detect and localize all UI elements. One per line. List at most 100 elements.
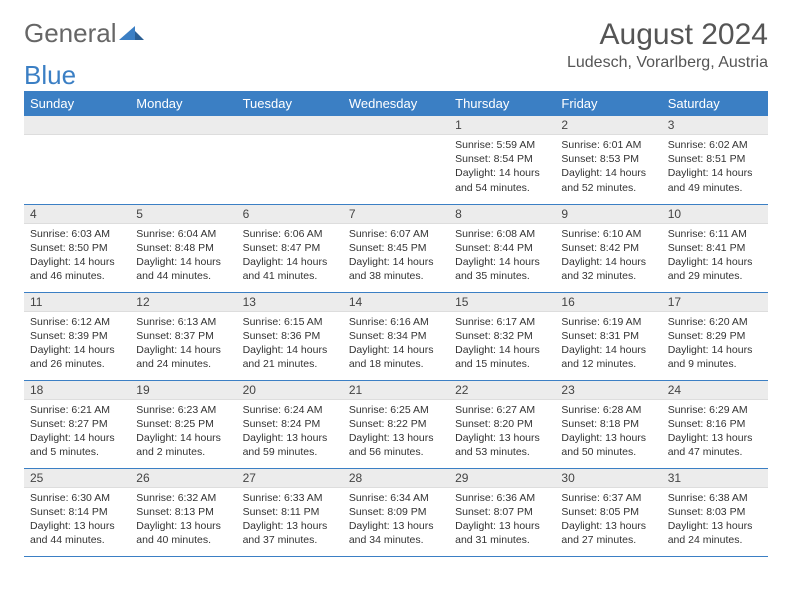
calendar-cell: 21Sunrise: 6:25 AMSunset: 8:22 PMDayligh… <box>343 380 449 468</box>
cell-body: Sunrise: 6:07 AMSunset: 8:45 PMDaylight:… <box>343 224 449 288</box>
cell-body: Sunrise: 6:03 AMSunset: 8:50 PMDaylight:… <box>24 224 130 288</box>
calendar-cell: 6Sunrise: 6:06 AMSunset: 8:47 PMDaylight… <box>237 204 343 292</box>
cell-body: Sunrise: 6:38 AMSunset: 8:03 PMDaylight:… <box>662 488 768 552</box>
title-block: August 2024 Ludesch, Vorarlberg, Austria <box>567 18 768 72</box>
calendar-cell: 3Sunrise: 6:02 AMSunset: 8:51 PMDaylight… <box>662 116 768 204</box>
day-header: Monday <box>130 91 236 116</box>
location: Ludesch, Vorarlberg, Austria <box>567 54 768 72</box>
cell-body: Sunrise: 6:36 AMSunset: 8:07 PMDaylight:… <box>449 488 555 552</box>
day-number: 1 <box>449 116 555 135</box>
calendar-cell: 16Sunrise: 6:19 AMSunset: 8:31 PMDayligh… <box>555 292 661 380</box>
calendar-cell: 5Sunrise: 6:04 AMSunset: 8:48 PMDaylight… <box>130 204 236 292</box>
calendar-cell: 25Sunrise: 6:30 AMSunset: 8:14 PMDayligh… <box>24 468 130 556</box>
calendar-cell: 29Sunrise: 6:36 AMSunset: 8:07 PMDayligh… <box>449 468 555 556</box>
cell-body: Sunrise: 6:11 AMSunset: 8:41 PMDaylight:… <box>662 224 768 288</box>
logo: General <box>24 18 145 49</box>
cell-body: Sunrise: 6:27 AMSunset: 8:20 PMDaylight:… <box>449 400 555 464</box>
day-number: 30 <box>555 469 661 488</box>
cell-body: Sunrise: 6:25 AMSunset: 8:22 PMDaylight:… <box>343 400 449 464</box>
day-number: 23 <box>555 381 661 400</box>
cell-body: Sunrise: 6:01 AMSunset: 8:53 PMDaylight:… <box>555 135 661 199</box>
cell-body: Sunrise: 6:33 AMSunset: 8:11 PMDaylight:… <box>237 488 343 552</box>
calendar-cell <box>343 116 449 204</box>
day-number <box>343 116 449 135</box>
calendar-cell: 2Sunrise: 6:01 AMSunset: 8:53 PMDaylight… <box>555 116 661 204</box>
cell-body: Sunrise: 6:21 AMSunset: 8:27 PMDaylight:… <box>24 400 130 464</box>
cell-body: Sunrise: 6:28 AMSunset: 8:18 PMDaylight:… <box>555 400 661 464</box>
calendar-cell: 10Sunrise: 6:11 AMSunset: 8:41 PMDayligh… <box>662 204 768 292</box>
day-number: 16 <box>555 293 661 312</box>
day-number: 19 <box>130 381 236 400</box>
calendar-cell: 22Sunrise: 6:27 AMSunset: 8:20 PMDayligh… <box>449 380 555 468</box>
cell-body: Sunrise: 6:16 AMSunset: 8:34 PMDaylight:… <box>343 312 449 376</box>
calendar-cell: 28Sunrise: 6:34 AMSunset: 8:09 PMDayligh… <box>343 468 449 556</box>
day-number: 29 <box>449 469 555 488</box>
day-header: Thursday <box>449 91 555 116</box>
calendar-week-row: 18Sunrise: 6:21 AMSunset: 8:27 PMDayligh… <box>24 380 768 468</box>
calendar-cell: 14Sunrise: 6:16 AMSunset: 8:34 PMDayligh… <box>343 292 449 380</box>
day-number <box>24 116 130 135</box>
cell-body: Sunrise: 6:08 AMSunset: 8:44 PMDaylight:… <box>449 224 555 288</box>
day-number: 10 <box>662 205 768 224</box>
calendar-cell: 23Sunrise: 6:28 AMSunset: 8:18 PMDayligh… <box>555 380 661 468</box>
day-number: 9 <box>555 205 661 224</box>
calendar-cell: 13Sunrise: 6:15 AMSunset: 8:36 PMDayligh… <box>237 292 343 380</box>
day-number: 20 <box>237 381 343 400</box>
calendar-cell <box>237 116 343 204</box>
logo-word1: General <box>24 18 117 49</box>
calendar-cell: 9Sunrise: 6:10 AMSunset: 8:42 PMDaylight… <box>555 204 661 292</box>
day-number: 17 <box>662 293 768 312</box>
cell-body: Sunrise: 6:06 AMSunset: 8:47 PMDaylight:… <box>237 224 343 288</box>
day-number: 14 <box>343 293 449 312</box>
cell-body: Sunrise: 6:30 AMSunset: 8:14 PMDaylight:… <box>24 488 130 552</box>
day-number: 8 <box>449 205 555 224</box>
day-number: 5 <box>130 205 236 224</box>
cell-body: Sunrise: 6:13 AMSunset: 8:37 PMDaylight:… <box>130 312 236 376</box>
month-title: August 2024 <box>567 18 768 52</box>
day-number: 25 <box>24 469 130 488</box>
calendar-cell: 4Sunrise: 6:03 AMSunset: 8:50 PMDaylight… <box>24 204 130 292</box>
cell-body: Sunrise: 6:37 AMSunset: 8:05 PMDaylight:… <box>555 488 661 552</box>
cell-body: Sunrise: 5:59 AMSunset: 8:54 PMDaylight:… <box>449 135 555 199</box>
calendar-table: SundayMondayTuesdayWednesdayThursdayFrid… <box>24 91 768 557</box>
calendar-week-row: 25Sunrise: 6:30 AMSunset: 8:14 PMDayligh… <box>24 468 768 556</box>
calendar-cell: 7Sunrise: 6:07 AMSunset: 8:45 PMDaylight… <box>343 204 449 292</box>
day-number: 27 <box>237 469 343 488</box>
calendar-cell <box>130 116 236 204</box>
day-header: Saturday <box>662 91 768 116</box>
cell-body: Sunrise: 6:32 AMSunset: 8:13 PMDaylight:… <box>130 488 236 552</box>
calendar-cell: 17Sunrise: 6:20 AMSunset: 8:29 PMDayligh… <box>662 292 768 380</box>
calendar-cell: 26Sunrise: 6:32 AMSunset: 8:13 PMDayligh… <box>130 468 236 556</box>
day-header-row: SundayMondayTuesdayWednesdayThursdayFrid… <box>24 91 768 116</box>
day-number: 31 <box>662 469 768 488</box>
calendar-cell: 31Sunrise: 6:38 AMSunset: 8:03 PMDayligh… <box>662 468 768 556</box>
day-number: 26 <box>130 469 236 488</box>
cell-body: Sunrise: 6:20 AMSunset: 8:29 PMDaylight:… <box>662 312 768 376</box>
day-number: 13 <box>237 293 343 312</box>
calendar-week-row: 1Sunrise: 5:59 AMSunset: 8:54 PMDaylight… <box>24 116 768 204</box>
calendar-cell: 15Sunrise: 6:17 AMSunset: 8:32 PMDayligh… <box>449 292 555 380</box>
calendar-cell: 18Sunrise: 6:21 AMSunset: 8:27 PMDayligh… <box>24 380 130 468</box>
cell-body: Sunrise: 6:15 AMSunset: 8:36 PMDaylight:… <box>237 312 343 376</box>
calendar-cell: 20Sunrise: 6:24 AMSunset: 8:24 PMDayligh… <box>237 380 343 468</box>
day-number: 24 <box>662 381 768 400</box>
cell-body: Sunrise: 6:02 AMSunset: 8:51 PMDaylight:… <box>662 135 768 199</box>
day-number: 22 <box>449 381 555 400</box>
calendar-week-row: 4Sunrise: 6:03 AMSunset: 8:50 PMDaylight… <box>24 204 768 292</box>
day-header: Sunday <box>24 91 130 116</box>
calendar-cell: 8Sunrise: 6:08 AMSunset: 8:44 PMDaylight… <box>449 204 555 292</box>
cell-body: Sunrise: 6:04 AMSunset: 8:48 PMDaylight:… <box>130 224 236 288</box>
day-header: Wednesday <box>343 91 449 116</box>
day-header: Friday <box>555 91 661 116</box>
calendar-cell: 1Sunrise: 5:59 AMSunset: 8:54 PMDaylight… <box>449 116 555 204</box>
calendar-cell: 12Sunrise: 6:13 AMSunset: 8:37 PMDayligh… <box>130 292 236 380</box>
cell-body: Sunrise: 6:34 AMSunset: 8:09 PMDaylight:… <box>343 488 449 552</box>
cell-body: Sunrise: 6:29 AMSunset: 8:16 PMDaylight:… <box>662 400 768 464</box>
cell-body: Sunrise: 6:19 AMSunset: 8:31 PMDaylight:… <box>555 312 661 376</box>
logo-icon <box>119 18 145 49</box>
day-number <box>130 116 236 135</box>
day-number: 6 <box>237 205 343 224</box>
calendar-cell: 27Sunrise: 6:33 AMSunset: 8:11 PMDayligh… <box>237 468 343 556</box>
day-number: 11 <box>24 293 130 312</box>
cell-body: Sunrise: 6:23 AMSunset: 8:25 PMDaylight:… <box>130 400 236 464</box>
